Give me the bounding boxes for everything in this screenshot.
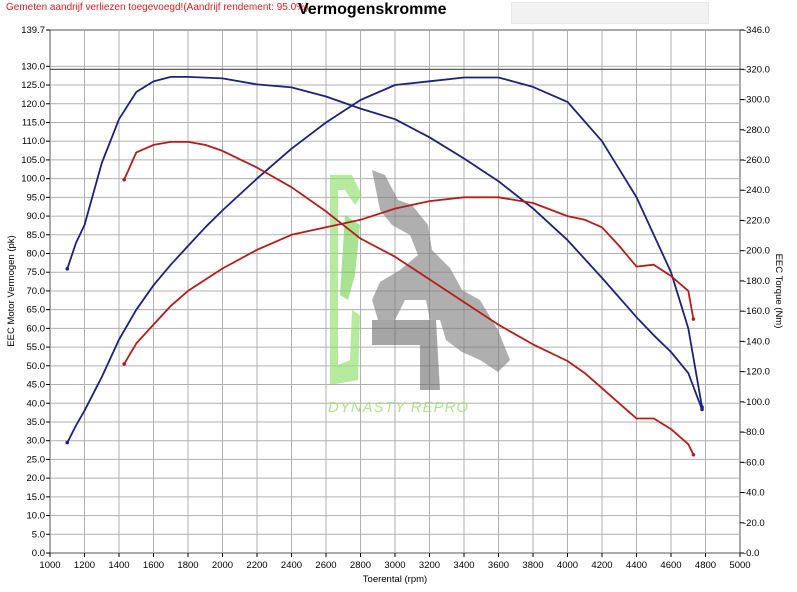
y2-tick-label: -100.0 [743, 397, 770, 408]
x-tick-label: 4400 [626, 560, 647, 571]
y-tick-label: 85.0 [27, 230, 46, 241]
y2-tick-label: -320.0 [743, 64, 770, 75]
watermark-wolf-shadow [372, 320, 440, 390]
y-tick-label: 65.0 [27, 305, 46, 316]
x-tick-label: 1000 [39, 560, 60, 571]
y-tick-label: 80.0 [27, 249, 46, 260]
y2-tick-label: -240.0 [743, 185, 770, 196]
series-endpoint [65, 267, 70, 271]
y-tick-label: 35.0 [27, 417, 46, 428]
watermark-d-letter [330, 175, 362, 385]
y-tick-label: 40.0 [27, 398, 46, 409]
y2-tick-label: -200.0 [743, 246, 770, 257]
y-tick-label: 125.0 [21, 80, 45, 91]
series-endpoint [122, 177, 126, 182]
y2-tick-label: -180.0 [743, 276, 770, 287]
series-line-2 [123, 196, 695, 365]
y2-tick-label: -300.0 [743, 95, 770, 106]
y-tick-label: 0.0 [32, 548, 45, 559]
y-tick-label: 139.7 [21, 25, 45, 36]
x-tick-label: 1600 [143, 560, 164, 571]
series-line-0 [66, 76, 703, 444]
y2-tick-label: -160.0 [743, 306, 770, 317]
x-tick-label: 3000 [384, 560, 405, 571]
chart-title: Vermogenskromme [298, 1, 447, 18]
series-endpoint [691, 452, 696, 457]
x-tick-label: 2000 [212, 560, 233, 571]
x-tick-label: 2200 [246, 560, 267, 571]
y2-tick-label: -20.0 [743, 518, 765, 529]
y-tick-label: 5.0 [32, 529, 45, 540]
y-tick-label: 105.0 [21, 155, 45, 166]
y-tick-label: 100.0 [21, 174, 45, 185]
y2-tick-label: -280.0 [743, 125, 770, 136]
y2-tick-label: -0.0 [743, 548, 759, 559]
y-axis-ticks: 0.0 5.0 10.0 15.0 20.0 25.0 30.0 35.0 40.0 45.0 50… [21, 25, 50, 559]
y-tick-label: 10.0 [27, 511, 46, 522]
watermark-y-letter [340, 215, 360, 300]
x-tick-label: 2600 [315, 560, 336, 571]
y2-tick-label: -220.0 [743, 215, 770, 226]
x-tick-label: 2400 [281, 560, 302, 571]
y-tick-label: 20.0 [27, 473, 46, 484]
x-tick-label: 4600 [660, 560, 681, 571]
x-axis-ticks: 1000 1200 1400 1600 1800 2000 2200 2400 2600 2800… [39, 553, 751, 571]
series-line-1 [66, 76, 703, 411]
x-tick-label: 3600 [488, 560, 509, 571]
x-tick-label: 3400 [453, 560, 474, 571]
x-tick-label: 3800 [522, 560, 543, 571]
x-tick-label: 1400 [108, 560, 129, 571]
watermark-wolf-figure [372, 170, 510, 372]
x-tick-label: 3200 [419, 560, 440, 571]
y-tick-label: 130.0 [21, 61, 45, 72]
y-tick-label: 115.0 [22, 117, 45, 128]
x-tick-label: 5000 [729, 560, 750, 571]
y-tick-label: 90.0 [27, 211, 46, 222]
y-tick-label: 50.0 [27, 361, 46, 372]
y-axis-label: EEC Motor Vermogen (pk) [6, 235, 17, 346]
x-axis-label: Toerental (rpm) [363, 574, 427, 585]
y-tick-label: 75.0 [27, 267, 46, 278]
y2-axis-ticks: -0.0 -20.0 -40.0 -60.0 -80.0 -100.0 -120.0 -140… [740, 25, 770, 559]
series-lines [65, 76, 704, 457]
x-tick-label: 4200 [591, 560, 612, 571]
y-tick-label: 45.0 [27, 380, 46, 391]
y2-tick-label: -346.0 [743, 25, 770, 36]
x-tick-label: 2800 [350, 560, 371, 571]
y2-tick-label: -120.0 [743, 367, 770, 378]
series-endpoint [122, 362, 126, 366]
title-side-panel [511, 2, 709, 24]
y-tick-label: 70.0 [27, 286, 46, 297]
y-tick-label: 60.0 [27, 323, 46, 334]
x-tick-label: 1200 [74, 560, 95, 571]
series-endpoint [65, 440, 70, 445]
y-tick-label: 55.0 [27, 342, 46, 353]
x-tick-label: 1800 [177, 560, 198, 571]
x-tick-label: 4000 [557, 560, 578, 571]
y2-tick-label: -40.0 [743, 488, 765, 499]
dynasty-repro-watermark: DYNASTY REPRO [328, 170, 510, 416]
y-tick-label: 25.0 [27, 454, 46, 465]
y-tick-label: 30.0 [27, 436, 46, 447]
y2-axis-label: EEC Torque (Nm) [773, 254, 784, 329]
y2-tick-label: -80.0 [743, 427, 765, 438]
series-endpoint [700, 407, 704, 412]
y2-tick-label: -140.0 [743, 336, 770, 347]
watermark-text: DYNASTY REPRO [328, 399, 469, 416]
x-tick-label: 4800 [695, 560, 716, 571]
y-tick-label: 110.0 [22, 136, 45, 147]
drivetrain-loss-notice: Gemeten aandrijf verliezen toegevoegd!(A… [6, 2, 309, 13]
y-tick-label: 120.0 [21, 99, 45, 110]
series-endpoint [691, 317, 696, 321]
y-tick-label: 95.0 [27, 192, 46, 203]
series-line-3 [123, 140, 695, 456]
y2-tick-label: -60.0 [743, 457, 765, 468]
y2-tick-label: -260.0 [743, 155, 770, 166]
y-tick-label: 15.0 [27, 492, 46, 503]
